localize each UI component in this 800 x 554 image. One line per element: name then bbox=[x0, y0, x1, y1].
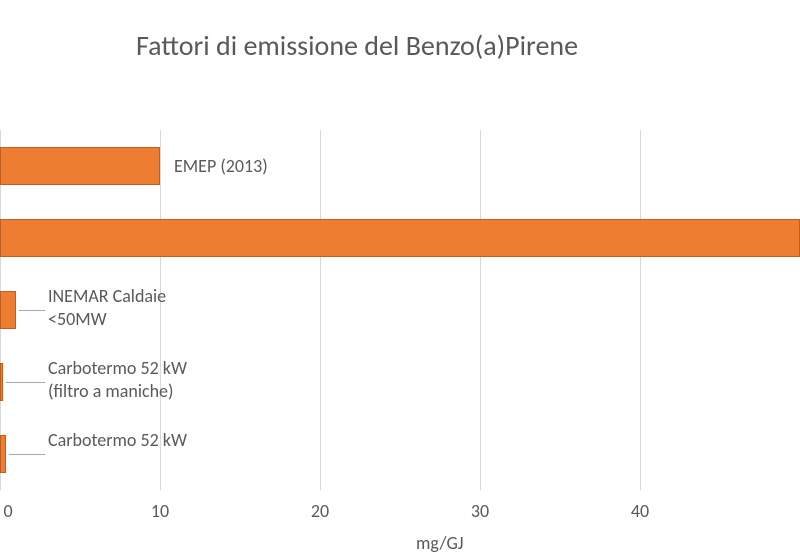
xtick-0: 0 bbox=[3, 500, 12, 522]
bar-label-inemar: INEMAR Caldaie <50MW bbox=[48, 285, 166, 330]
bar-label-carbotermo: Carbotermo 52 kW bbox=[48, 429, 187, 452]
leader-carbotermo bbox=[9, 454, 45, 455]
leader-carbotermo-fm bbox=[6, 382, 45, 383]
bar-unlabeled bbox=[0, 219, 800, 257]
bar-label-emep: EMEP (2013) bbox=[174, 155, 268, 178]
bar-inemar bbox=[0, 291, 16, 329]
gridline-20 bbox=[320, 130, 321, 490]
xtick-10: 10 bbox=[151, 500, 169, 522]
xtick-30: 30 bbox=[471, 500, 489, 522]
leader-inemar bbox=[19, 310, 45, 311]
bar-carbotermo-fm bbox=[0, 363, 3, 401]
x-axis-label: mg/GJ bbox=[416, 532, 464, 554]
xtick-20: 20 bbox=[311, 500, 329, 522]
xtick-40: 40 bbox=[631, 500, 649, 522]
bar-label-carbotermo-fm: Carbotermo 52 kW (filtro a maniche) bbox=[48, 357, 187, 402]
bar-carbotermo bbox=[0, 435, 6, 473]
plot-area: 0 10 20 30 40 EMEP (2013) INEMAR Caldaie… bbox=[0, 130, 800, 490]
gridline-40 bbox=[640, 130, 641, 490]
bar-emep bbox=[0, 147, 160, 185]
gridline-30 bbox=[480, 130, 481, 490]
chart-title: Fattori di emissione del Benzo(a)Pirene bbox=[136, 28, 578, 63]
